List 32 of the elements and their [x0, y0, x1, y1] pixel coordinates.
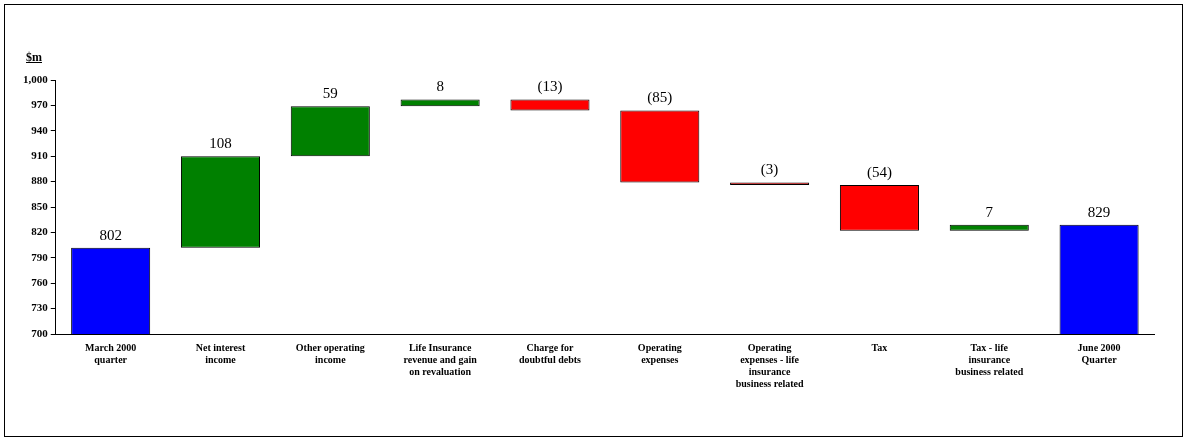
y-tick-label: 940	[31, 123, 49, 136]
y-tick-label: 790	[31, 250, 49, 263]
x-tick-label: Net interest income	[195, 341, 246, 365]
y-tick-label: 1,000	[23, 72, 49, 85]
x-tick-label: Operating expenses	[637, 341, 682, 365]
x-tick-label: Other operating income	[295, 341, 365, 365]
data-label: 108	[209, 135, 232, 152]
data-label: (3)	[760, 161, 779, 179]
x-tick-label: March 2000 quarter	[85, 341, 137, 365]
y-tick-label: 970	[31, 98, 49, 111]
data-label: 7	[985, 203, 994, 220]
y-tick-label: 700	[31, 326, 49, 339]
y-tick-label: 820	[31, 225, 49, 238]
y-tick-label: 850	[31, 199, 49, 212]
y-tick-label: 910	[31, 149, 49, 162]
data-label: 59	[322, 85, 338, 102]
x-tick-label: Tax	[871, 341, 888, 353]
data-label: 829	[1087, 203, 1111, 220]
data-label: 8	[436, 78, 444, 95]
y-axis-title: $m	[26, 50, 42, 65]
y-tick-label: 880	[31, 174, 49, 187]
data-label: 802	[99, 226, 122, 243]
x-tick-label: Operating expenses - life insurance business related	[735, 341, 804, 389]
data-label: (54)	[866, 163, 892, 181]
data-label: (13)	[537, 78, 563, 96]
x-tick-label: Charge for doubtful debts	[518, 341, 582, 365]
x-tick-label: Tax - life insurance business related	[955, 341, 1024, 377]
y-tick-label: 760	[31, 276, 49, 289]
data-label: (85)	[647, 89, 673, 107]
x-tick-label: Life Insurance revenue and gain on revaluation	[403, 341, 478, 377]
y-tick-label: 730	[31, 301, 49, 314]
x-tick-label: June 2000 Quarter	[1077, 341, 1121, 365]
